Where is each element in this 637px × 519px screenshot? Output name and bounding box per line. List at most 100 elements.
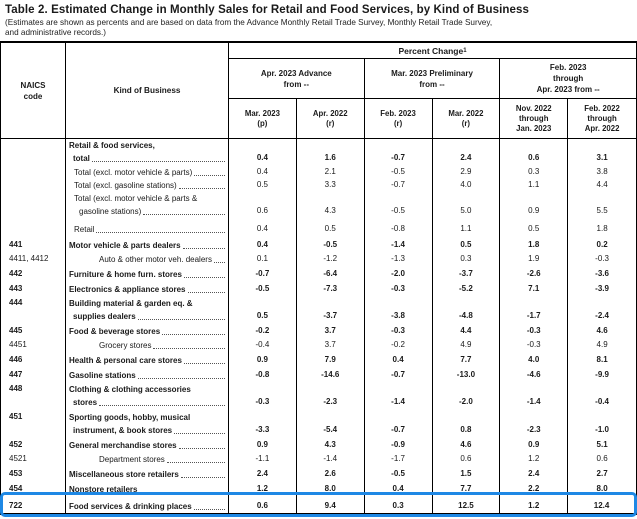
column-header-line: Apr. 2022 bbox=[584, 123, 620, 133]
value: 4.3 bbox=[324, 206, 336, 215]
value: -1.4 bbox=[526, 397, 541, 406]
dotted-leader bbox=[143, 214, 225, 215]
business-label-cell: Clothing & clothing accessories stores bbox=[66, 382, 229, 409]
group-header-line: Mar. 2023 Preliminary bbox=[391, 68, 473, 78]
naics-code-cell: 4451 bbox=[1, 338, 66, 352]
dotted-leader bbox=[91, 161, 225, 162]
dotted-leader bbox=[166, 462, 225, 463]
value-cell: 0.9 bbox=[229, 437, 297, 452]
value-cell: 1.2 bbox=[229, 481, 297, 496]
value-cell: -0.7 bbox=[365, 409, 433, 437]
value: -0.2 bbox=[391, 340, 405, 349]
value: -0.3 bbox=[526, 326, 541, 335]
value: 3.1 bbox=[596, 153, 608, 162]
value: 0.4 bbox=[256, 153, 268, 162]
column-header-line: through bbox=[519, 113, 549, 123]
business-label-line: Food services & drinking places bbox=[66, 500, 228, 513]
naics-code: 444 bbox=[9, 298, 23, 307]
value-cell: 3.7 bbox=[297, 323, 365, 338]
value-cell: 3.8 bbox=[568, 165, 636, 179]
value: -3.7 bbox=[459, 269, 473, 278]
naics-code-cell: 4521 bbox=[1, 452, 66, 466]
value: -0.5 bbox=[391, 167, 405, 176]
value: 1.1 bbox=[460, 224, 472, 233]
value-cell: 4.4 bbox=[568, 178, 636, 192]
value-cell: -2.0 bbox=[433, 382, 501, 409]
naics-code-cell: 447 bbox=[1, 367, 66, 382]
business-label-line: stores bbox=[66, 396, 228, 409]
dotted-leader bbox=[194, 175, 225, 176]
subtitle-line-1: (Estimates are shown as percents and are… bbox=[5, 18, 493, 27]
value-cell: -3.8 bbox=[365, 296, 433, 323]
value: -0.7 bbox=[255, 269, 270, 278]
column-header: Mar. 2022 (r) bbox=[433, 99, 501, 138]
naics-code-header: NAICS code bbox=[1, 43, 66, 138]
value-cell: -7.3 bbox=[297, 281, 365, 296]
business-label-line: gasoline stations) bbox=[66, 205, 228, 218]
value-cell: 4.0 bbox=[500, 351, 569, 367]
value-cell: 2.4 bbox=[229, 465, 297, 481]
value: 7.9 bbox=[324, 355, 336, 364]
group-header-line: Feb. 2023 bbox=[549, 63, 587, 72]
value-cell: -0.2 bbox=[229, 323, 297, 338]
value-cell: -0.5 bbox=[365, 165, 433, 179]
table-row: Total (excl. motor vehicle & parts) 0.4 2.… bbox=[1, 165, 636, 179]
value: -9.9 bbox=[595, 370, 609, 379]
value: 2.2 bbox=[528, 484, 540, 493]
table-row: 448 Clothing & clothing accessories stores… bbox=[1, 382, 636, 409]
dotted-leader bbox=[162, 334, 225, 335]
value-cell: -1.0 bbox=[568, 409, 636, 437]
value: 1.2 bbox=[528, 454, 540, 463]
value: 4.9 bbox=[460, 340, 472, 349]
value-cell: 0.4 bbox=[229, 139, 297, 165]
value-cell: -4.6 bbox=[500, 367, 569, 382]
value: 1.8 bbox=[528, 240, 540, 249]
value-cell: 2.2 bbox=[500, 481, 569, 496]
column-header-line: Nov. 2022 bbox=[515, 103, 552, 113]
business-label-cell: Retail & food services, total bbox=[66, 139, 229, 165]
dotted-leader bbox=[137, 319, 225, 320]
business-label-line: Total (excl. motor vehicle & parts & bbox=[66, 192, 228, 205]
table-row: 445 Food & beverage stores -0.2 3.7 -0.3 4.4 -… bbox=[1, 323, 636, 338]
value-cell: 0.5 bbox=[297, 218, 365, 236]
value: 0.6 bbox=[460, 454, 472, 463]
value: -2.3 bbox=[323, 397, 338, 406]
value-cell: 0.4 bbox=[365, 351, 433, 367]
business-label: Grocery stores bbox=[99, 341, 152, 350]
business-label: Department stores bbox=[99, 455, 165, 464]
value: 0.6 bbox=[256, 206, 268, 215]
value-cell: 0.5 bbox=[433, 236, 501, 252]
column-header-line: Mar. 2022 bbox=[448, 108, 484, 118]
value: 0.6 bbox=[596, 454, 608, 463]
business-label: Furniture & home furn. stores bbox=[69, 270, 182, 279]
naics-code-cell: 444 bbox=[1, 296, 66, 323]
business-label-line: Retail & food services, bbox=[66, 139, 228, 152]
value-cell: 0.8 bbox=[433, 409, 501, 437]
value-cell: 0.9 bbox=[500, 437, 569, 452]
column-header-line: Feb. 2022 bbox=[584, 103, 620, 113]
dotted-leader bbox=[182, 248, 225, 249]
value-cell: 8.0 bbox=[568, 481, 636, 496]
table-row: Retail & food services, total 0.4 1.6 -0.7 2.… bbox=[1, 139, 636, 165]
value-cell: 9.4 bbox=[297, 496, 365, 513]
value-cell: 7.9 bbox=[297, 351, 365, 367]
value-cell: 8.0 bbox=[297, 481, 365, 496]
value-cell: -9.9 bbox=[568, 367, 636, 382]
business-label-cell: Nonstore retailers bbox=[66, 481, 229, 496]
value-cell: 1.1 bbox=[500, 178, 569, 192]
dotted-leader bbox=[183, 277, 225, 278]
naics-code: 722 bbox=[9, 501, 23, 510]
value-cell: 0.4 bbox=[229, 218, 297, 236]
value: 0.3 bbox=[392, 501, 404, 510]
value: 9.4 bbox=[324, 501, 336, 510]
value-cell: 0.9 bbox=[229, 351, 297, 367]
value: 2.1 bbox=[324, 167, 336, 176]
header-right-area: Percent Change 1 Apr. 2023 Advance from --… bbox=[229, 43, 636, 138]
business-label: General merchandise stores bbox=[69, 441, 177, 450]
value-cell: 2.4 bbox=[433, 139, 501, 165]
business-label-line: Total (excl. gasoline stations) bbox=[66, 179, 228, 192]
naics-code: 4411, 4412 bbox=[9, 254, 49, 263]
table-header: NAICS code Kind of Business Percent Chan… bbox=[1, 43, 636, 139]
value: -0.3 bbox=[526, 340, 541, 349]
value: -14.6 bbox=[321, 370, 340, 379]
